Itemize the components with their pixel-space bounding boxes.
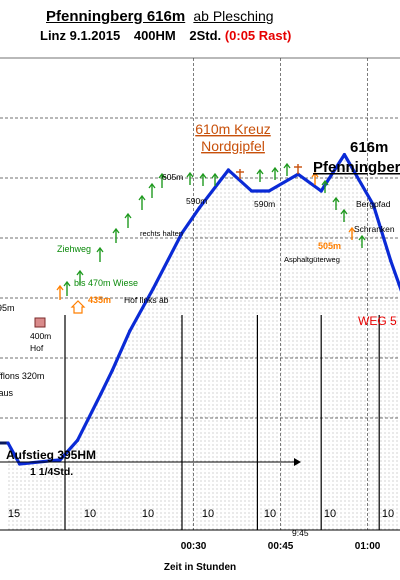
summit-cross xyxy=(294,164,302,174)
annotation-label: Bergpfad xyxy=(356,199,391,209)
annotation-label: 435m xyxy=(88,295,111,305)
profile-point xyxy=(389,259,393,263)
annotation-label: 400m xyxy=(30,331,51,341)
rest-time: (0:05 Rast) xyxy=(224,28,292,43)
title-sub: ab Plesching xyxy=(193,8,274,24)
header: Pfenningberg 616m ab Plesching Linz 9.1.… xyxy=(0,0,400,58)
profile-point xyxy=(226,168,230,172)
ascent-arrow xyxy=(256,168,264,182)
profile-point xyxy=(371,203,375,207)
ascent-arrow xyxy=(56,284,64,300)
markers xyxy=(0,162,366,466)
profile-point xyxy=(342,153,346,157)
ascent-arrow xyxy=(138,194,146,210)
ascent-arrow xyxy=(348,226,356,240)
ascent-arrow xyxy=(340,208,348,222)
annotation-label: Asphaltgüterweg xyxy=(284,255,340,264)
annotation-label: Hof links ab xyxy=(124,295,169,305)
profile-point xyxy=(6,441,10,445)
ascent-arrow xyxy=(76,269,84,285)
ascent-arrow xyxy=(211,172,219,186)
segment-duration-label: 15 xyxy=(8,508,20,520)
ascent-arrow xyxy=(96,246,104,262)
peak-label-height: 616m xyxy=(350,139,388,156)
profile-point xyxy=(267,189,271,193)
title-main: Pfenningberg 616m xyxy=(46,8,186,25)
annotation-label: 590m xyxy=(186,196,207,206)
peak-label-kreuz: 610m Kreuz xyxy=(195,121,270,137)
ascent-arrow xyxy=(158,172,166,188)
annotation-label: Aufstieg 395HM xyxy=(6,448,96,462)
annotation-label: WEG 5 xyxy=(358,314,397,328)
profile-line-layer xyxy=(0,153,400,466)
annotation-label: 395m xyxy=(0,303,15,313)
segment-duration-label: 10 xyxy=(142,508,154,520)
annotation-label: 590m xyxy=(254,199,275,209)
annotation-label: 605m xyxy=(162,172,183,182)
ascent-arrow xyxy=(271,166,279,180)
annotation-label: bis 470m Wiese xyxy=(74,278,138,288)
annotation-label: Schranken xyxy=(354,224,395,234)
x-tick-label: 01:00 xyxy=(355,541,381,552)
annotation-label: 505m xyxy=(318,241,341,251)
ascent-arrow xyxy=(358,234,366,248)
segment-duration-label: 10 xyxy=(202,508,214,520)
x-axis-title: Zeit in Stunden xyxy=(164,562,236,573)
profile-point xyxy=(197,206,201,210)
ascent-arrow xyxy=(148,182,156,198)
annotation-label: rechts halten xyxy=(140,229,183,238)
house-marker xyxy=(70,300,86,314)
profile-point xyxy=(110,368,114,372)
peak-label-name: Pfenningberg xyxy=(313,159,400,176)
profile-point xyxy=(128,329,132,333)
segment-duration-label: 10 xyxy=(382,508,394,520)
profile-point xyxy=(76,438,80,442)
profile-area xyxy=(8,154,400,530)
annotation-label: Hof xyxy=(30,343,44,353)
title-line: Pfenningberg 616m ab Plesching xyxy=(46,8,274,25)
x-tick-label: 00:45 xyxy=(268,541,294,552)
ascent-arrow xyxy=(63,280,71,296)
profile-point xyxy=(151,287,155,291)
profile-point xyxy=(250,189,254,193)
profile-point xyxy=(58,458,62,462)
ascent-arrow xyxy=(186,171,194,185)
annotation-label: 1 1/4Std. xyxy=(30,466,73,478)
ascent-arrow xyxy=(332,196,340,210)
ascent-arrow xyxy=(283,162,291,176)
x-tick-label: 00:30 xyxy=(181,541,207,552)
location-date: Linz 9.1.2015 xyxy=(40,28,121,43)
labels: 15 10 10 10 10 10 10 Ziehweg rechts halten 605m 59… xyxy=(0,121,400,573)
ascent-arrow xyxy=(124,212,132,228)
aufstieg-arrowhead xyxy=(294,458,301,466)
annotation-label: Haus xyxy=(0,388,14,398)
farm-house-marker xyxy=(34,317,46,328)
profile-point xyxy=(180,231,184,235)
annotation-label: Ziehweg xyxy=(57,244,91,254)
segment-duration-label: 10 xyxy=(84,508,96,520)
subtitle-line: Linz 9.1.2015 400HM 2Std. (0:05 Rast) xyxy=(40,28,291,43)
annotation-label: Pfflons 320m xyxy=(0,371,44,381)
profile-point xyxy=(18,462,22,466)
ascent-arrow xyxy=(321,179,329,193)
ascent-arrow xyxy=(311,171,319,185)
ascent-arrow xyxy=(112,227,120,243)
profile-point xyxy=(319,189,323,193)
summit-cross xyxy=(236,169,244,179)
annotation-label: 9:45 xyxy=(292,528,309,538)
elevation-gain: 400HM xyxy=(133,28,176,43)
segment-duration-label: 10 xyxy=(264,508,276,520)
profile-point xyxy=(296,172,300,176)
segment-duration-label: 10 xyxy=(324,508,336,520)
ascent-arrow xyxy=(199,172,207,186)
peak-label-nordgipfel: Nordgipfel xyxy=(201,138,265,154)
duration: 2Std. xyxy=(189,28,222,43)
profile-fill xyxy=(8,154,400,530)
profile-point xyxy=(99,392,103,396)
